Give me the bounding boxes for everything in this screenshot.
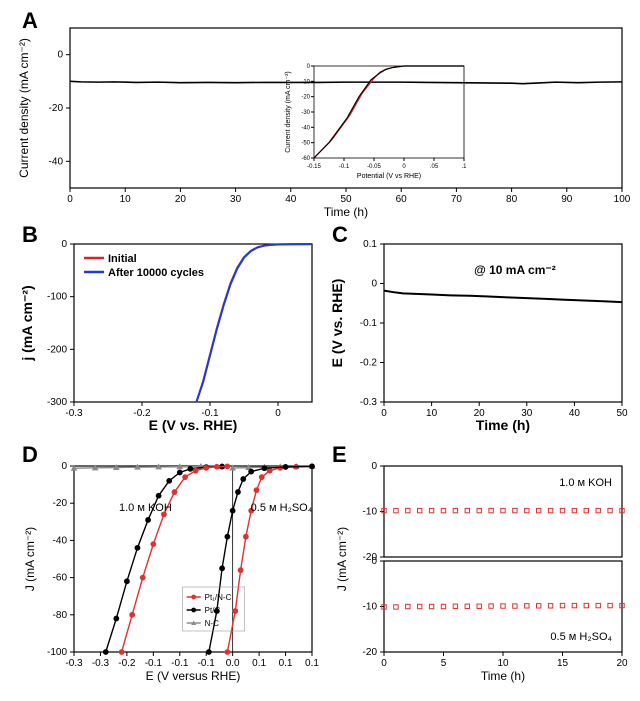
svg-text:Current density (mA cm⁻²): Current density (mA cm⁻²) bbox=[285, 71, 292, 153]
svg-text:40: 40 bbox=[285, 194, 297, 205]
svg-text:0: 0 bbox=[275, 408, 281, 419]
svg-text:-10: -10 bbox=[363, 602, 378, 613]
svg-text:-0.3: -0.3 bbox=[92, 658, 110, 669]
svg-text:-0.05: -0.05 bbox=[367, 164, 381, 170]
svg-text:-200: -200 bbox=[47, 344, 67, 355]
svg-text:10: 10 bbox=[426, 408, 438, 419]
svg-text:-0.3: -0.3 bbox=[65, 408, 83, 419]
svg-text:E (V vs. RHE): E (V vs. RHE) bbox=[149, 417, 238, 433]
svg-text:Pt₁/N-C: Pt₁/N-C bbox=[205, 593, 232, 602]
svg-text:-0.3: -0.3 bbox=[360, 397, 378, 408]
svg-text:-10: -10 bbox=[363, 507, 378, 518]
svg-text:-20: -20 bbox=[301, 95, 310, 101]
svg-text:-40: -40 bbox=[301, 125, 310, 131]
svg-text:-30: -30 bbox=[301, 110, 310, 116]
svg-text:Current density (mA cm⁻²): Current density (mA cm⁻²) bbox=[17, 38, 31, 178]
svg-text:60: 60 bbox=[396, 194, 408, 205]
svg-text:Pt/C: Pt/C bbox=[205, 606, 221, 615]
svg-text:-20: -20 bbox=[363, 647, 378, 658]
svg-text:10: 10 bbox=[120, 194, 132, 205]
svg-text:50: 50 bbox=[340, 194, 352, 205]
svg-text:-60: -60 bbox=[53, 573, 68, 584]
svg-text:-100: -100 bbox=[47, 292, 67, 303]
svg-text:80: 80 bbox=[506, 194, 518, 205]
svg-text:20: 20 bbox=[616, 658, 628, 669]
svg-text:-0.1: -0.1 bbox=[339, 164, 350, 170]
svg-text:-20: -20 bbox=[49, 103, 64, 114]
svg-text:0: 0 bbox=[371, 461, 377, 472]
svg-text:J (mA cm⁻²): J (mA cm⁻²) bbox=[23, 527, 37, 591]
svg-text:After 10000 cycles: After 10000 cycles bbox=[108, 267, 204, 279]
svg-text:90: 90 bbox=[561, 194, 573, 205]
svg-text:Time (h): Time (h) bbox=[481, 669, 525, 683]
svg-text:0: 0 bbox=[61, 461, 67, 472]
svg-text:-40: -40 bbox=[53, 535, 68, 546]
svg-text:E (V versus RHE): E (V versus RHE) bbox=[146, 669, 241, 683]
svg-text:Initial: Initial bbox=[108, 253, 137, 265]
svg-text:Potential (V vs RHE): Potential (V vs RHE) bbox=[357, 173, 421, 180]
svg-text:0: 0 bbox=[371, 556, 377, 567]
svg-text:100: 100 bbox=[614, 194, 631, 205]
svg-text:-0.1: -0.1 bbox=[145, 658, 163, 669]
svg-text:-0.1: -0.1 bbox=[198, 658, 216, 669]
svg-text:0.1: 0.1 bbox=[279, 658, 293, 669]
svg-text:1.0 ᴍ KOH: 1.0 ᴍ KOH bbox=[119, 502, 172, 514]
svg-text:0: 0 bbox=[61, 239, 67, 250]
svg-text:-20: -20 bbox=[53, 498, 68, 509]
svg-text:-10: -10 bbox=[301, 79, 310, 85]
svg-text:0.1: 0.1 bbox=[252, 658, 266, 669]
svg-text:-0.1: -0.1 bbox=[360, 318, 378, 329]
svg-text:15: 15 bbox=[557, 658, 569, 669]
svg-text:0: 0 bbox=[307, 64, 311, 70]
svg-text:30: 30 bbox=[230, 194, 242, 205]
svg-text:-100: -100 bbox=[47, 647, 67, 658]
svg-text:-0.3: -0.3 bbox=[65, 658, 83, 669]
svg-text:0: 0 bbox=[402, 164, 406, 170]
svg-text:0: 0 bbox=[67, 194, 73, 205]
svg-text:Time (h): Time (h) bbox=[476, 417, 530, 433]
svg-text:-50: -50 bbox=[301, 141, 310, 147]
svg-text:0.5 ᴍ H₂SO₄: 0.5 ᴍ H₂SO₄ bbox=[251, 502, 313, 514]
svg-text:N-C: N-C bbox=[205, 619, 219, 628]
svg-text:-300: -300 bbox=[47, 397, 67, 408]
svg-text:.05: .05 bbox=[430, 164, 439, 170]
svg-text:-80: -80 bbox=[53, 610, 68, 621]
svg-text:0: 0 bbox=[371, 279, 377, 290]
svg-text:Time (h): Time (h) bbox=[324, 205, 368, 219]
svg-text:0.0: 0.0 bbox=[226, 658, 240, 669]
svg-text:0: 0 bbox=[57, 50, 63, 61]
figure-svg: 0102030405060708090100-40-200Time (h)Cur… bbox=[0, 0, 640, 701]
svg-text:-40: -40 bbox=[49, 156, 64, 167]
svg-text:J (mA cm⁻²): J (mA cm⁻²) bbox=[335, 527, 349, 591]
svg-text:20: 20 bbox=[175, 194, 187, 205]
svg-text:10: 10 bbox=[497, 658, 509, 669]
svg-text:50: 50 bbox=[616, 408, 628, 419]
svg-text:-60: -60 bbox=[301, 156, 310, 162]
svg-text:70: 70 bbox=[451, 194, 463, 205]
svg-text:E (V vs. RHE): E (V vs. RHE) bbox=[329, 279, 345, 368]
svg-text:-0.2: -0.2 bbox=[118, 658, 136, 669]
svg-text:1.0 ᴍ KOH: 1.0 ᴍ KOH bbox=[559, 477, 612, 489]
svg-text:-0.15: -0.15 bbox=[307, 164, 321, 170]
svg-text:.1: .1 bbox=[461, 164, 467, 170]
svg-text:0: 0 bbox=[381, 408, 387, 419]
svg-text:0.1: 0.1 bbox=[363, 239, 377, 250]
svg-text:0: 0 bbox=[381, 658, 387, 669]
svg-text:0.5 ᴍ H₂SO₄: 0.5 ᴍ H₂SO₄ bbox=[550, 631, 612, 643]
svg-text:0.1: 0.1 bbox=[305, 658, 319, 669]
svg-text:40: 40 bbox=[569, 408, 581, 419]
svg-text:j (mA cm⁻²): j (mA cm⁻²) bbox=[19, 285, 35, 361]
svg-text:-0.1: -0.1 bbox=[171, 658, 189, 669]
svg-text:5: 5 bbox=[441, 658, 447, 669]
svg-text:-0.2: -0.2 bbox=[360, 358, 378, 369]
svg-text:@ 10 mA cm⁻²: @ 10 mA cm⁻² bbox=[474, 263, 556, 277]
